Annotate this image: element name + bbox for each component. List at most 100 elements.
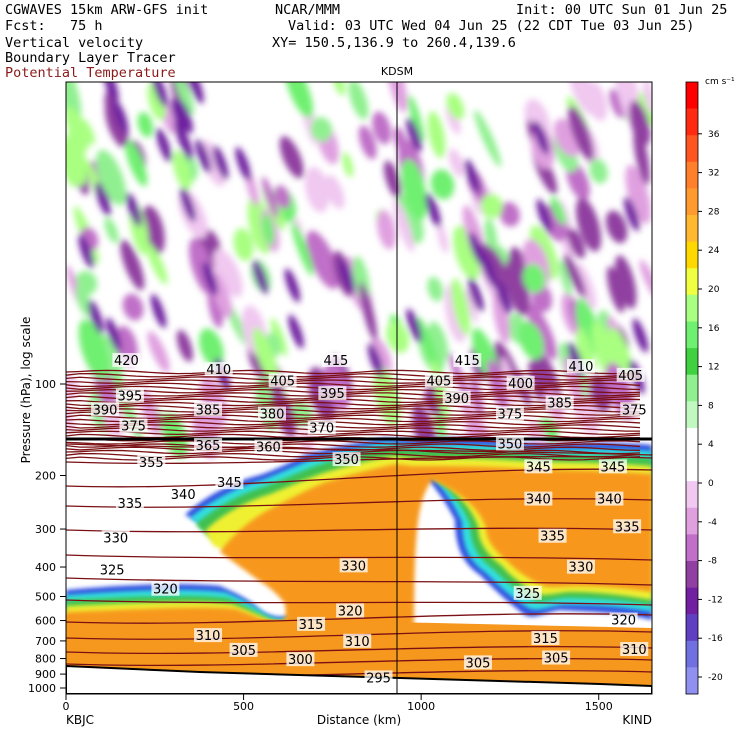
colorbar-swatch — [686, 188, 698, 216]
theta-label-bg — [257, 406, 286, 421]
theta-contour — [66, 401, 641, 407]
theta-label: 330 — [103, 531, 128, 546]
theta-label-bg — [524, 459, 553, 474]
wave-cell — [480, 193, 503, 219]
colorbar-tick-label: 16 — [708, 324, 720, 334]
wave-cell-strong — [156, 128, 172, 163]
model-title: CGWAVES 15km ARW-GFS init — [5, 2, 209, 18]
theta-contour — [66, 392, 641, 397]
theta-label-bg — [424, 373, 453, 388]
wave-cell-strong — [95, 182, 111, 217]
wave-cell — [104, 217, 119, 244]
wave-cell-strong — [152, 82, 168, 108]
theta-label: 350 — [498, 437, 523, 452]
wave-cell — [146, 242, 168, 285]
colorbar-swatch — [686, 374, 698, 402]
wave-cell — [199, 328, 224, 367]
wave-cell — [274, 185, 291, 209]
theta-label-bg — [566, 559, 595, 574]
wave-cell — [147, 331, 170, 373]
wave-cell-strong — [212, 145, 229, 180]
wave-cell — [625, 164, 651, 225]
theta-label: 340 — [526, 493, 551, 508]
y-tick-label: 300 — [35, 523, 56, 536]
theta-contour — [66, 430, 641, 436]
wave-cell — [453, 225, 481, 280]
theta-contour — [66, 554, 652, 561]
wave-cell-strong — [103, 82, 119, 102]
wave-cell — [614, 255, 637, 309]
wave-cell — [484, 218, 498, 255]
wave-cell — [270, 318, 288, 357]
theta-label: 405 — [426, 374, 451, 389]
wave-cell — [137, 112, 154, 138]
colorbar-swatch — [686, 534, 698, 562]
colorbar-tick-label: 20 — [708, 285, 720, 295]
theta-label: 335 — [615, 520, 640, 535]
theta-label: 405 — [618, 369, 643, 384]
theta-contour — [66, 498, 652, 508]
colorbar-tick-label: 24 — [708, 246, 720, 256]
theta-label-bg — [112, 352, 141, 367]
theta-label-bg — [119, 418, 148, 433]
wave-cell — [633, 126, 650, 185]
wave-cell — [75, 283, 91, 317]
theta-contour — [66, 424, 641, 429]
wave-cell-strong — [406, 308, 422, 343]
wave-cell-strong — [88, 300, 104, 335]
wave-cell-strong — [235, 147, 251, 182]
theta-label: 375 — [498, 408, 523, 423]
theta-contour — [66, 372, 641, 378]
theta-label-bg — [620, 642, 649, 657]
theta-label-bg — [229, 642, 258, 657]
wave-cell-strong — [252, 260, 269, 295]
y-tick-label: 500 — [35, 590, 56, 603]
theta-contour — [66, 420, 641, 426]
wave-cell-strong — [126, 192, 142, 227]
wave-cell — [304, 166, 330, 213]
wave-cell-strong — [112, 99, 129, 134]
wave-cell — [446, 93, 465, 120]
theta-label-bg — [115, 495, 144, 510]
colorbar-tick-label: 28 — [708, 207, 720, 217]
wave-cell — [451, 278, 471, 336]
wave-cell — [105, 87, 126, 148]
x-tick-label: 500 — [233, 700, 254, 713]
y-tick-label: 900 — [35, 668, 56, 681]
y-tick-label: 100 — [35, 378, 56, 391]
wave-cell-strong — [195, 139, 211, 174]
colorbar-tick-label: -8 — [708, 557, 717, 567]
y-tick-label: 800 — [35, 653, 56, 666]
wave-cell — [395, 195, 424, 244]
colorbar-swatch — [686, 268, 698, 296]
theta-label: 315 — [299, 618, 324, 633]
theta-label-bg — [524, 491, 553, 506]
wave-cell — [176, 329, 193, 362]
wave-cell — [279, 136, 304, 179]
theta-label-bg — [98, 562, 127, 577]
theta-contour — [66, 443, 652, 456]
theta-contour — [66, 613, 652, 624]
theta-label-bg — [91, 402, 120, 417]
theta-label: 320 — [153, 583, 178, 598]
wave-cell — [213, 248, 243, 298]
theta-label: 350 — [334, 453, 359, 468]
wave-cell — [522, 263, 546, 293]
wave-cell — [372, 111, 392, 145]
theta-label-bg — [268, 373, 297, 388]
colorbar-swatch — [686, 401, 698, 429]
theta-label-bg — [215, 475, 244, 490]
theta-label: 365 — [196, 439, 221, 454]
theta-contour — [66, 645, 652, 655]
wave-cell — [499, 201, 520, 227]
wave-cell — [550, 196, 567, 226]
theta-label: 415 — [324, 354, 349, 369]
theta-contour — [66, 446, 641, 452]
theta-label: 330 — [569, 561, 594, 576]
wave-cell — [310, 117, 333, 142]
valid-time: Valid: 03 UTC Wed 04 Jun 25 (22 CDT Tue … — [288, 18, 695, 34]
theta-label: 300 — [288, 653, 313, 668]
theta-label-bg — [339, 558, 368, 573]
theta-label-bg — [194, 438, 223, 453]
